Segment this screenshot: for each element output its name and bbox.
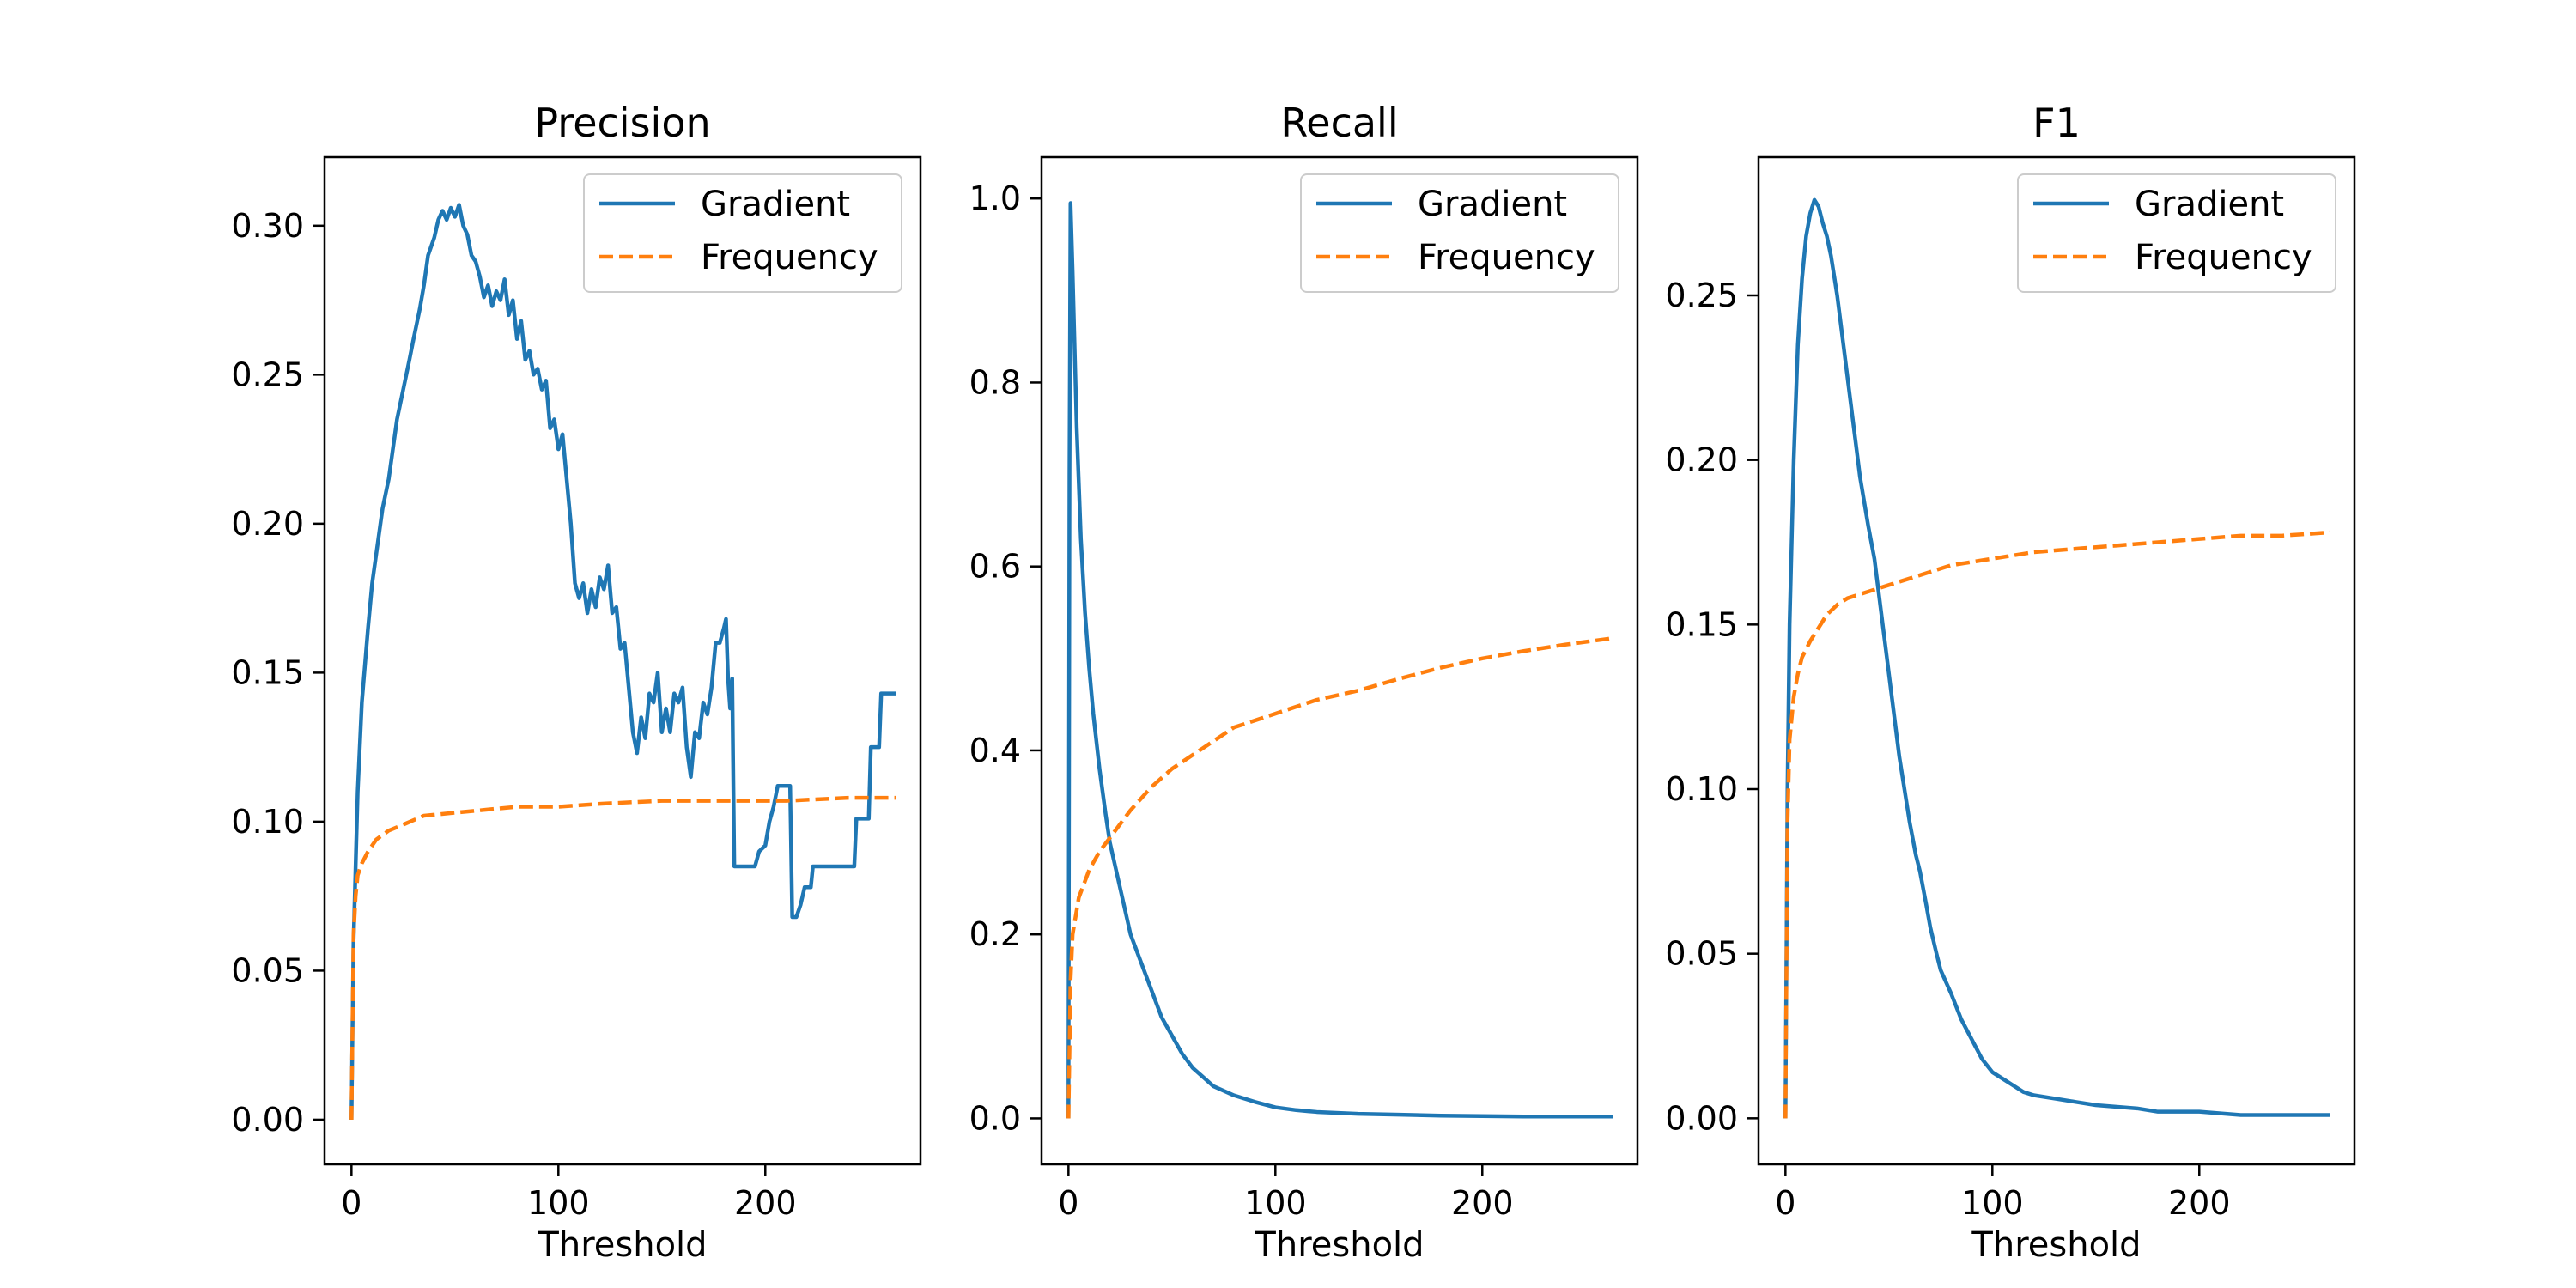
precision-x-tick-label-100: 100	[527, 1184, 590, 1222]
precision-y-tick-label-3: 0.15	[231, 653, 304, 691]
recall-series-frequency-line	[1066, 636, 1613, 1119]
precision-y-tick-label-5: 0.25	[231, 355, 304, 393]
precision-y-tick-label-4: 0.20	[231, 505, 304, 543]
recall-x-axis-label: Threshold	[1254, 1225, 1424, 1265]
precision-y-tick-label-6: 0.30	[231, 207, 304, 245]
f1-x-axis-label: Threshold	[1971, 1225, 2141, 1265]
precision-legend-label-gradient: Gradient	[701, 185, 850, 224]
f1-series-gradient-line	[1783, 197, 2330, 1119]
precision-x-tick-label-200: 200	[734, 1184, 797, 1222]
f1-legend-label-gradient: Gradient	[2135, 185, 2284, 224]
recall-legend-label-gradient: Gradient	[1418, 185, 1567, 224]
f1-y-tick-label-4: 0.20	[1665, 441, 1738, 479]
f1-legend: Gradient Frequency	[2017, 173, 2336, 293]
recall-legend-label-frequency: Frequency	[1418, 238, 1595, 277]
recall-y-tick-label-4: 0.8	[969, 363, 1021, 401]
recall-plot: 0 100 200 0.0 0.2 0.4 0.6 0.8 1.0 Gradient Frequen…	[969, 155, 1639, 1222]
f1-y-tick-label-2: 0.10	[1665, 770, 1738, 808]
precision-y-tick-label-1: 0.05	[231, 951, 304, 989]
recall-y-tick-label-1: 0.2	[969, 915, 1021, 953]
precision-y-tick-label-0: 0.00	[231, 1101, 304, 1139]
f1-title: F1	[2032, 100, 2081, 146]
precision-legend: Gradient Frequency	[583, 173, 902, 293]
precision-panel: Precision 0 100 200 0.00 0.05 0.10 0.15 0.20 0.2…	[231, 100, 922, 1265]
f1-x-tick-label-200: 200	[2168, 1184, 2231, 1222]
precision-legend-label-frequency: Frequency	[701, 238, 878, 277]
f1-x-tick-label-100: 100	[1961, 1184, 2024, 1222]
f1-panel: F1 0 100 200 0.00 0.05 0.10 0.15 0.20 0.25 Gradie…	[1665, 100, 2356, 1265]
recall-x-tick-label-0: 0	[1058, 1184, 1078, 1222]
recall-x-tick-label-100: 100	[1244, 1184, 1307, 1222]
f1-plot: 0 100 200 0.00 0.05 0.10 0.15 0.20 0.25 Gradient F…	[1665, 155, 2356, 1222]
f1-y-tick-label-0: 0.00	[1665, 1099, 1738, 1137]
recall-y-tick-label-5: 1.0	[969, 179, 1021, 217]
f1-x-tick-label-0: 0	[1775, 1184, 1795, 1222]
f1-series-frequency-line	[1783, 530, 2330, 1119]
f1-y-tick-label-1: 0.05	[1665, 935, 1738, 973]
precision-title: Precision	[534, 100, 710, 146]
recall-x-tick-label-200: 200	[1451, 1184, 1514, 1222]
recall-panel: Recall 0 100 200 0.0 0.2 0.4 0.6 0.8 1.0 Gradient…	[969, 100, 1639, 1265]
recall-title: Recall	[1280, 100, 1398, 146]
recall-y-tick-label-3: 0.6	[969, 548, 1021, 586]
f1-legend-label-frequency: Frequency	[2135, 238, 2312, 277]
recall-axes-frame	[1040, 155, 1639, 1166]
recall-legend: Gradient Frequency	[1300, 173, 1619, 293]
precision-axes-frame	[323, 155, 922, 1166]
precision-series-gradient-line	[349, 203, 896, 1120]
f1-y-tick-label-5: 0.25	[1665, 276, 1738, 314]
f1-y-tick-label-3: 0.15	[1665, 605, 1738, 643]
recall-y-tick-label-2: 0.4	[969, 732, 1021, 769]
precision-series-frequency-line	[349, 795, 896, 1120]
precision-x-axis-label: Threshold	[537, 1225, 707, 1265]
f1-axes-frame	[1757, 155, 2356, 1166]
recall-series-gradient-line	[1066, 201, 1613, 1119]
precision-x-tick-label-0: 0	[341, 1184, 361, 1222]
recall-y-tick-label-0: 0.0	[969, 1099, 1021, 1137]
precision-plot: 0 100 200 0.00 0.05 0.10 0.15 0.20 0.25 0.30 Gradi…	[231, 155, 922, 1222]
precision-y-tick-label-2: 0.10	[231, 803, 304, 841]
